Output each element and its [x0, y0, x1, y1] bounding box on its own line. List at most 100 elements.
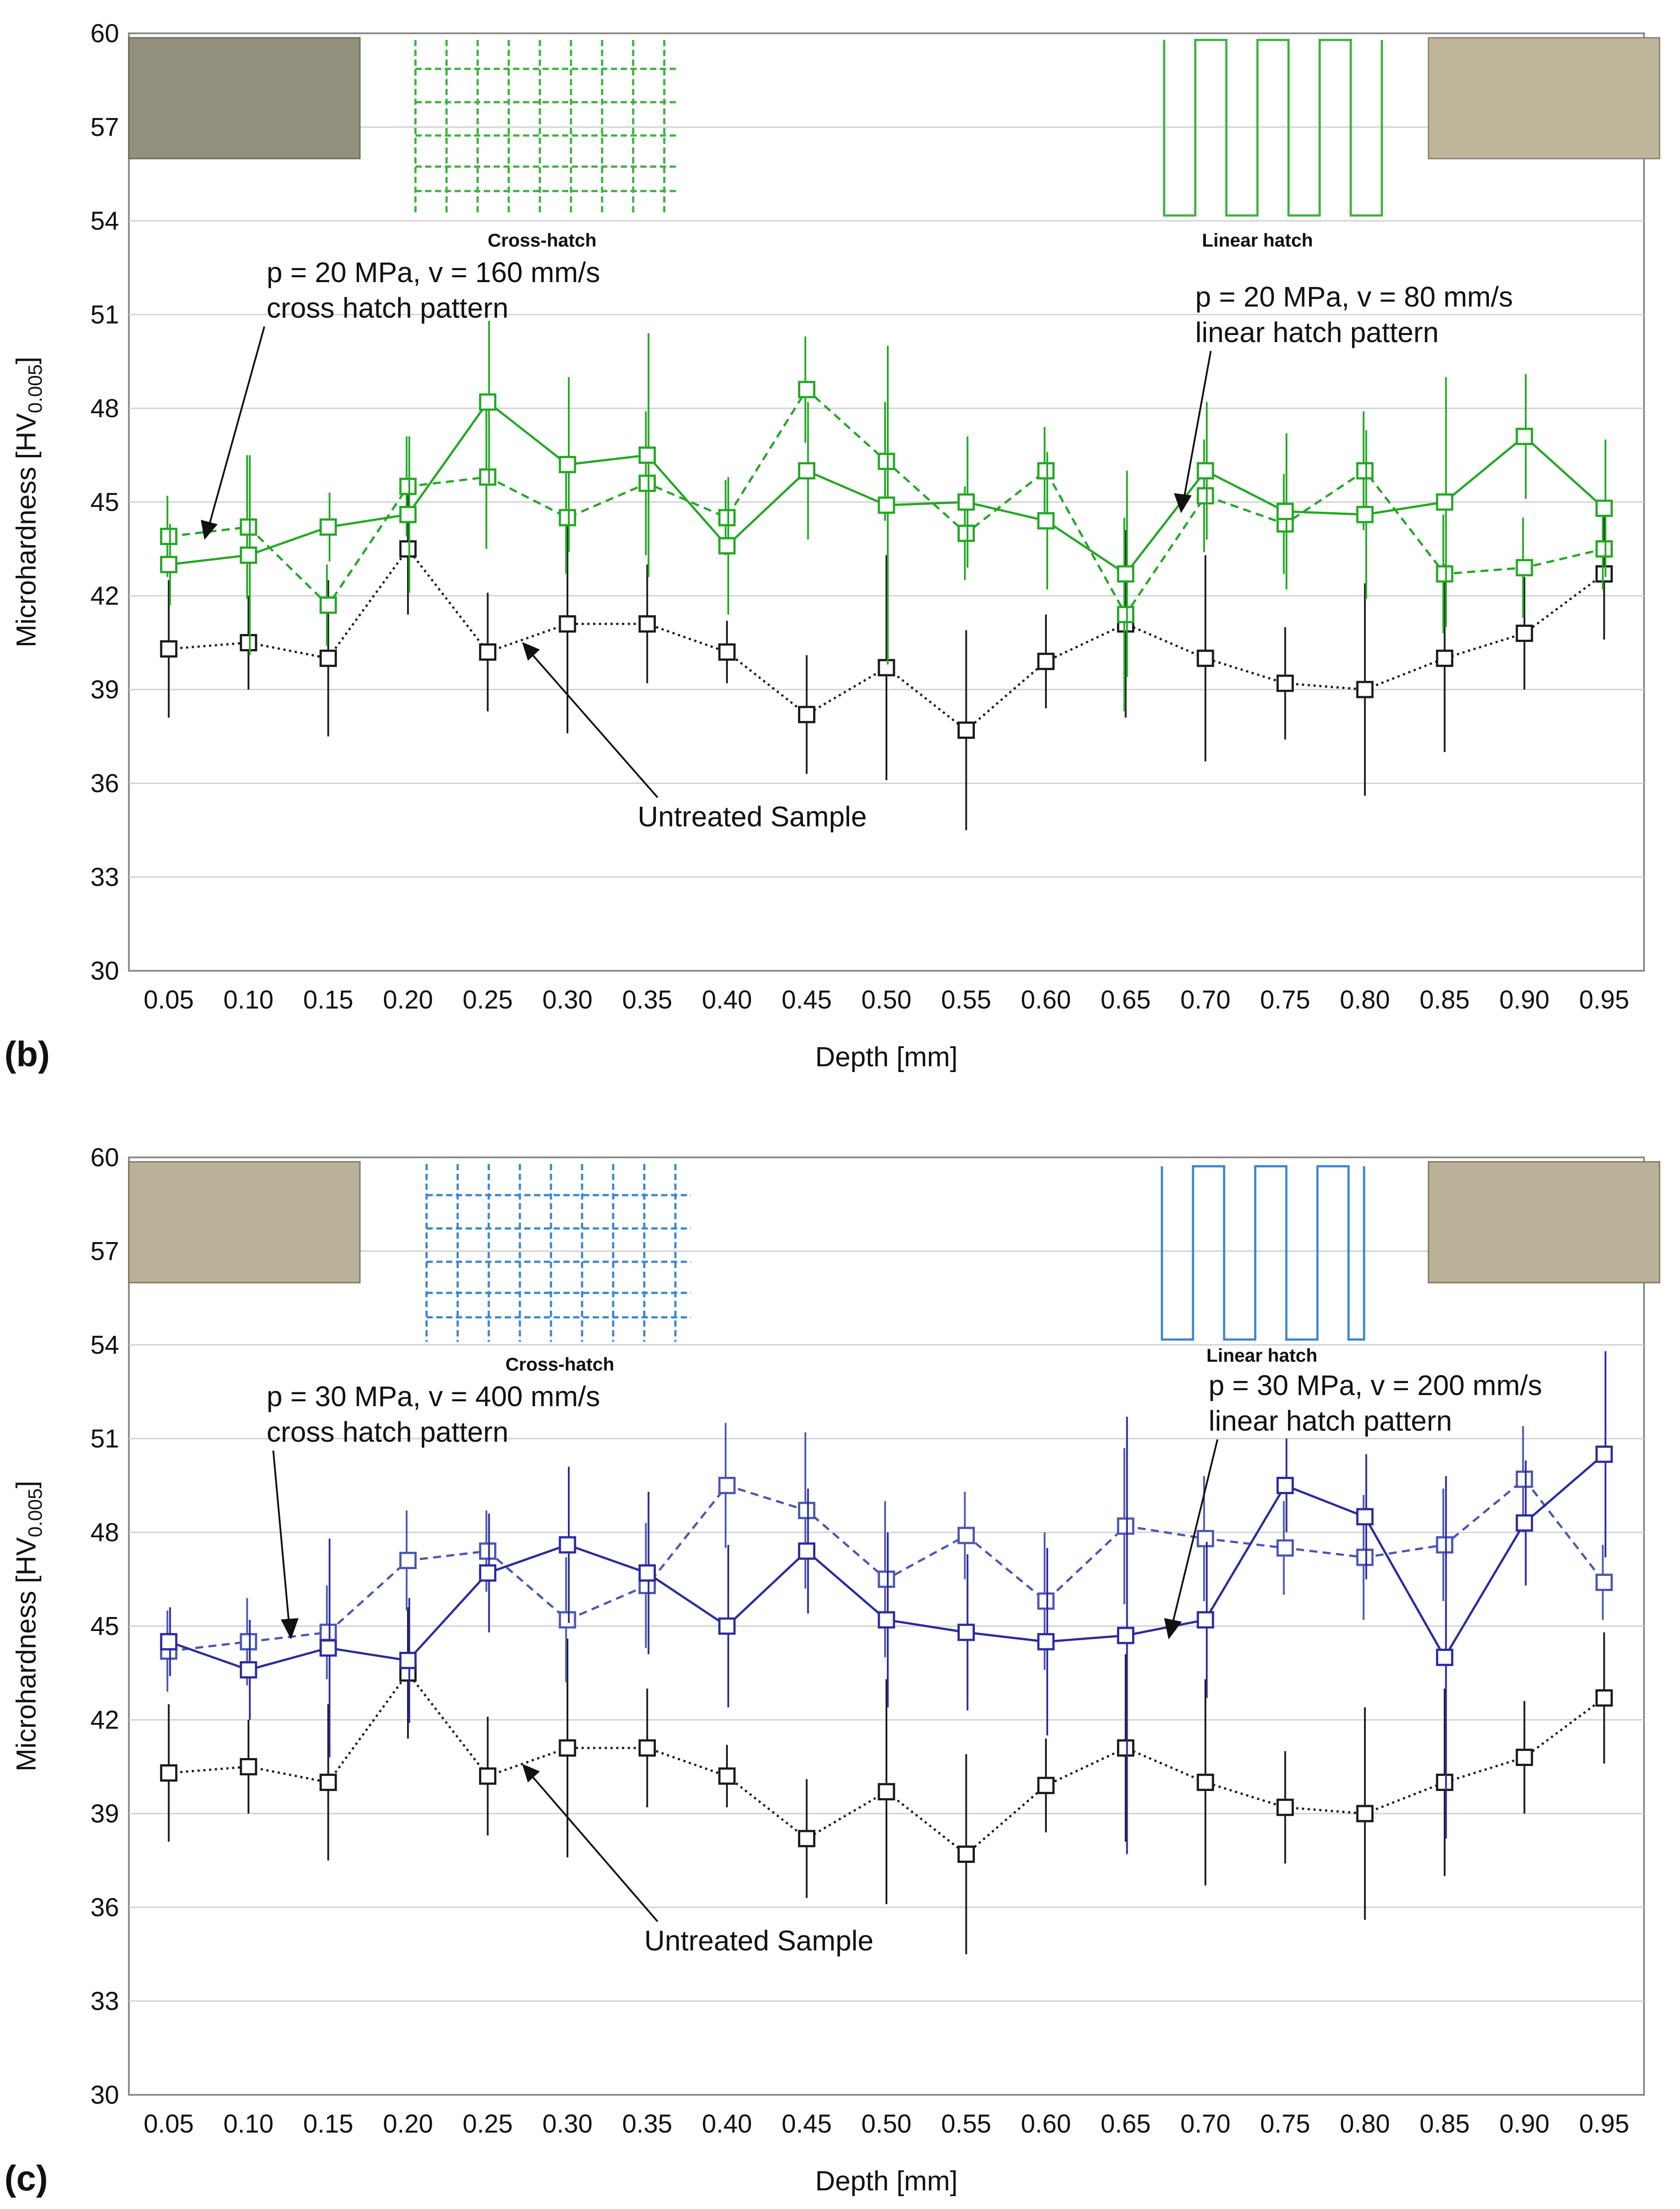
data-point	[878, 1611, 895, 1629]
linear-hatch-label: Linear hatch	[1202, 230, 1313, 251]
y-axis-title: Microhardness [HV0.005]	[11, 1481, 46, 1772]
y-tick-label: 54	[90, 1331, 119, 1360]
cross-hatch-diagram	[414, 40, 678, 215]
y-tick-label: 33	[90, 863, 119, 892]
series-2	[160, 1351, 1613, 1854]
data-point	[1117, 1627, 1134, 1644]
data-point	[638, 1739, 656, 1757]
x-tick-label: 0.20	[383, 2109, 433, 2138]
data-point	[559, 615, 576, 633]
data-point	[399, 506, 417, 523]
sample-photo-linear	[1428, 37, 1660, 159]
x-tick-label: 0.55	[941, 985, 991, 1014]
data-point	[1516, 1514, 1533, 1532]
x-tick-label: 0.70	[1180, 985, 1230, 1014]
data-point	[239, 1661, 257, 1679]
y-tick-label: 51	[90, 300, 119, 329]
data-point	[1276, 1539, 1294, 1557]
series-layer	[160, 321, 1613, 830]
data-point	[718, 537, 736, 554]
data-point	[878, 1571, 895, 1588]
data-point	[1595, 499, 1613, 517]
x-tick-label: 0.85	[1420, 2109, 1470, 2138]
data-point	[160, 556, 178, 574]
x-tick-label: 0.10	[223, 985, 274, 1014]
x-tick-label: 0.15	[303, 985, 353, 1014]
x-tick-label: 0.35	[622, 985, 672, 1014]
annotation-linear: p = 30 MPa, v = 200 mm/s linear hatch pa…	[1164, 1369, 1542, 1639]
x-tick-label: 0.30	[543, 2109, 593, 2138]
data-point	[1037, 653, 1055, 670]
y-tick-label: 48	[90, 394, 119, 423]
x-tick-label: 0.35	[622, 2109, 672, 2138]
data-point	[638, 474, 656, 492]
data-point	[319, 596, 337, 614]
annotation-untreated: Untreated Sample	[522, 642, 867, 833]
data-point	[479, 1767, 497, 1785]
y-tick-label: 45	[90, 1612, 119, 1641]
x-tick-label: 0.10	[223, 2109, 274, 2138]
data-point	[1595, 565, 1613, 583]
data-point	[957, 493, 975, 511]
data-point	[1276, 1477, 1294, 1494]
data-point	[1356, 1805, 1374, 1822]
data-point	[319, 650, 337, 667]
y-tick-label: 54	[90, 207, 119, 235]
x-tick-label: 0.90	[1499, 2109, 1549, 2138]
data-point	[1117, 1517, 1134, 1535]
data-point	[718, 1617, 736, 1635]
data-point	[1516, 559, 1533, 577]
annotation-untreated-text: Untreated Sample	[638, 801, 867, 833]
sample-photo-cross	[128, 37, 361, 159]
data-point	[1117, 1739, 1134, 1757]
annotation-cross: p = 20 MPa, v = 160 mm/s cross hatch pat…	[201, 256, 600, 540]
y-tick-label: 36	[90, 1893, 119, 1922]
data-point	[160, 1764, 178, 1782]
data-point	[239, 546, 257, 564]
x-tick-label: 0.05	[144, 2109, 194, 2138]
data-point	[399, 1651, 417, 1669]
data-point	[559, 456, 576, 474]
data-point	[1037, 1633, 1055, 1651]
data-point	[957, 1527, 975, 1544]
data-point	[1436, 1648, 1453, 1666]
y-tick-label: 57	[90, 1237, 119, 1266]
annotation-linear-line2: linear hatch pattern	[1209, 1405, 1452, 1437]
y-tick-label: 48	[90, 1518, 119, 1547]
data-point	[160, 640, 178, 658]
data-point	[1197, 1611, 1214, 1629]
cross-hatch-label: Cross-hatch	[505, 1354, 614, 1375]
data-point	[638, 1564, 656, 1582]
data-point	[559, 1611, 576, 1629]
data-point	[1595, 1689, 1613, 1707]
data-point	[479, 468, 497, 486]
x-tick-label: 0.75	[1260, 2109, 1310, 2138]
data-point	[1356, 462, 1374, 480]
x-tick-label: 0.65	[1101, 2109, 1151, 2138]
data-point	[1276, 1798, 1294, 1816]
data-point	[1516, 427, 1533, 445]
data-point	[718, 509, 736, 526]
data-point	[1117, 606, 1134, 623]
y-tick-label: 42	[90, 582, 119, 610]
x-tick-label: 0.65	[1101, 985, 1151, 1014]
x-tick-label: 0.45	[782, 2109, 832, 2138]
data-point	[1197, 462, 1214, 480]
data-point	[1197, 487, 1214, 505]
x-tick-label: 0.45	[782, 985, 832, 1014]
data-point	[239, 518, 257, 536]
data-point	[319, 1623, 337, 1641]
series-0	[160, 1607, 1613, 1954]
x-tick-label: 0.60	[1021, 985, 1071, 1014]
data-point	[718, 1767, 736, 1785]
data-point	[319, 518, 337, 536]
data-point	[559, 1536, 576, 1554]
data-point	[160, 1633, 178, 1651]
data-point	[798, 1830, 816, 1847]
y-tick-labels: 30 33 36 39 42 45 48 51 54 57 60	[90, 1143, 119, 2109]
data-point	[1197, 650, 1214, 667]
data-point	[1117, 565, 1134, 583]
x-tick-label: 0.70	[1180, 2109, 1230, 2138]
x-tick-label: 0.50	[862, 985, 912, 1014]
data-point	[1356, 1508, 1374, 1526]
